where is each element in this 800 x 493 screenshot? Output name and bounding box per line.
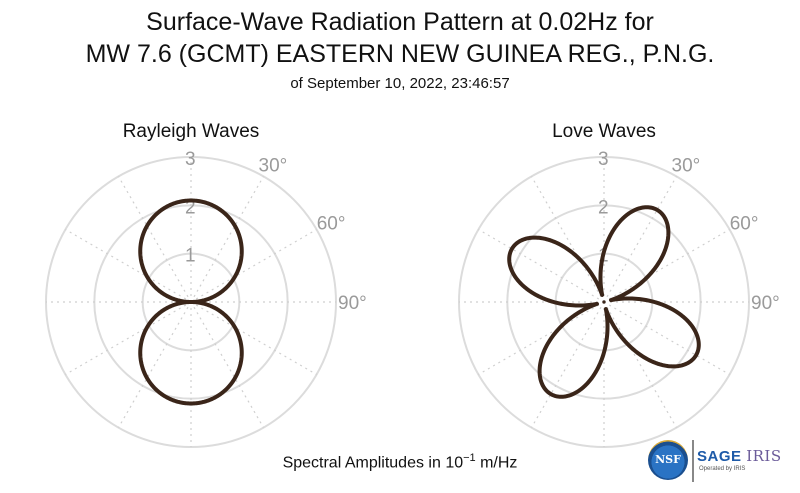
radiation-pattern-curve (138, 198, 244, 406)
grid-spoke-240 (65, 301, 192, 376)
chart-title-line-2: MW 7.6 (GCMT) EASTERN NEW GUINEA REG., P… (85, 40, 715, 68)
radial-tick-label: 3 (598, 149, 609, 170)
grid-spoke-240 (478, 301, 605, 376)
angle-tick-label: 30° (259, 155, 288, 176)
units-prefix: Spectral Amplitudes in 10 (282, 454, 464, 472)
chart-subtitle: of September 10, 2022, 23:46:57 (290, 75, 510, 92)
grid-spoke-330 (117, 176, 192, 303)
epicenter-dot (602, 300, 606, 304)
radial-tick-label: 1 (185, 246, 196, 267)
units-exponent: −1 (463, 452, 476, 464)
sage-logo-text: SAGE (697, 448, 742, 465)
chart-title-line-1: Surface-Wave Radiation Pattern at 0.02Hz… (146, 8, 654, 36)
angle-tick-label: 60° (730, 214, 759, 235)
grid-spoke-60 (190, 228, 317, 303)
polar-panel-1: 1 2 3 30° 60° 90° Rayleigh Waves (45, 121, 367, 448)
grid-spoke-120 (603, 301, 730, 376)
nsf-logo-text: NSF (655, 453, 681, 466)
radiation-pattern-curve (507, 205, 701, 399)
grid-spoke-30 (603, 176, 678, 303)
epicenter-dot (189, 300, 193, 304)
grid-spoke-60 (603, 228, 730, 303)
amplitude-units-label: Spectral Amplitudes in 10−1 m/Hz (0, 452, 800, 472)
grid-spoke-300 (478, 228, 605, 303)
sage-iris-logo: SAGE IRIS (697, 447, 782, 465)
radial-tick-label: 2 (185, 197, 196, 218)
nsf-logo: NSF (648, 440, 688, 480)
units-suffix: m/Hz (475, 454, 518, 472)
radial-tick-label: 2 (598, 197, 609, 218)
angle-tick-label: 90° (338, 293, 367, 314)
logo-divider (692, 440, 694, 482)
grid-spoke-330 (530, 176, 605, 303)
grid-spoke-30 (190, 176, 265, 303)
grid-spoke-150 (190, 301, 265, 428)
angle-tick-label: 30° (672, 155, 701, 176)
grid-spoke-120 (190, 301, 317, 376)
grid-spoke-300 (65, 228, 192, 303)
panel-title: Love Waves (552, 121, 656, 142)
angle-tick-label: 90° (751, 293, 780, 314)
panel-title: Rayleigh Waves (123, 121, 260, 142)
polar-panel-2: 123 30°60°90°Love Waves (458, 121, 780, 448)
grid-spoke-210 (530, 301, 605, 428)
grid-spoke-150 (603, 301, 678, 428)
operated-by-iris-text: Operated by IRIS (699, 466, 746, 472)
iris-logo-text: IRIS (746, 447, 782, 465)
angle-tick-label: 60° (317, 214, 346, 235)
grid-spoke-210 (117, 301, 192, 428)
radial-tick-label: 3 (185, 149, 196, 170)
